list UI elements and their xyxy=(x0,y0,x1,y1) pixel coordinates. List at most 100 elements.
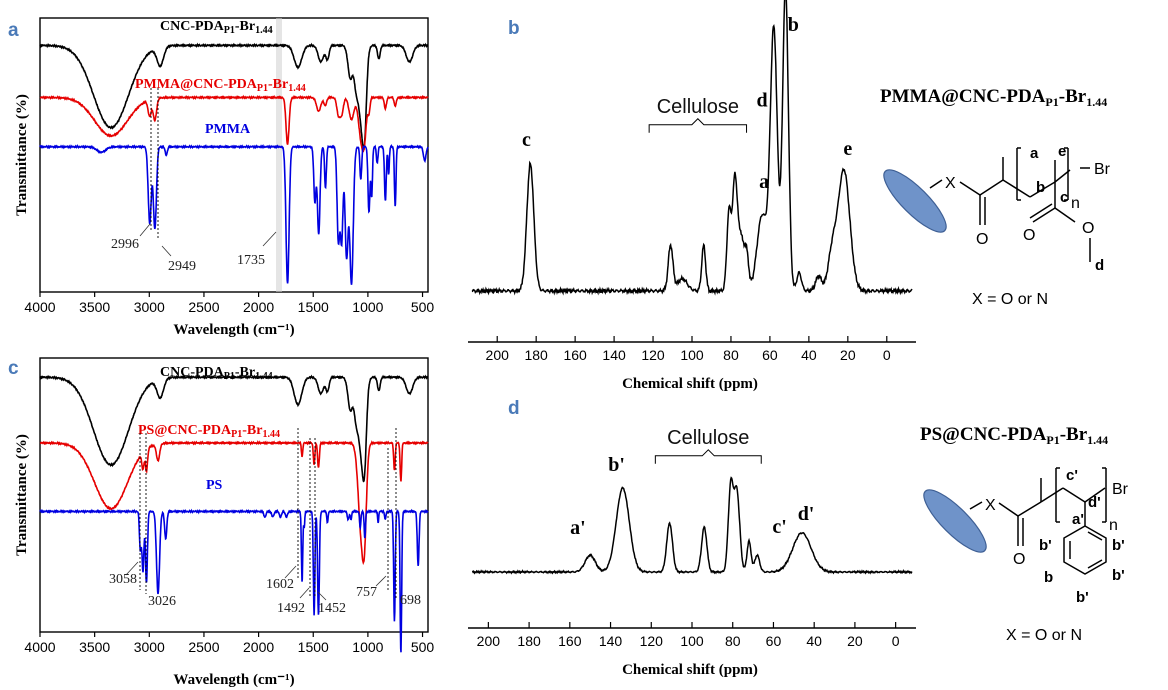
cellulose-bracket xyxy=(654,449,762,464)
nanocrystal-ellipse-icon xyxy=(883,169,947,233)
peak-label: a' xyxy=(570,517,586,539)
x-axis-label-d: Chemical shift (ppm) xyxy=(622,662,758,678)
x-tick-label: 160 xyxy=(563,347,587,363)
annotation-1452: 1452 xyxy=(318,601,346,616)
cellulose-bracket-b: Cellulose xyxy=(648,96,748,133)
series-label-pmma-a: PMMA xyxy=(205,122,251,137)
x-tick-label: 0 xyxy=(892,633,900,649)
series-label-pmma-cnc-a: PMMA@CNC-PDAP1-Br1.44 xyxy=(135,77,306,94)
series-group-d xyxy=(471,476,913,575)
x-tick-label: 40 xyxy=(801,347,817,363)
x-tick-label: 160 xyxy=(558,633,582,649)
peak-label: a xyxy=(759,171,769,193)
series-group-a xyxy=(39,42,429,285)
annotations-c: 3058 3026 1602 1492 1452 757 698 xyxy=(109,561,421,616)
peak-labels-b: c a d b e xyxy=(522,14,852,193)
pmma-atom-o3: O xyxy=(1082,220,1094,237)
x-tick-label: 2000 xyxy=(243,639,274,655)
x-tick-label: 80 xyxy=(725,633,741,649)
x-tick-label: 180 xyxy=(517,633,541,649)
x-tick-label: 2500 xyxy=(188,639,219,655)
ps-subscript-n: n xyxy=(1109,517,1118,534)
peak-label: b' xyxy=(608,454,625,476)
pmma-label-d: d xyxy=(1095,257,1104,274)
annotation-1602: 1602 xyxy=(266,577,294,592)
annotation-698: 698 xyxy=(400,593,421,608)
ps-atom-br: Br xyxy=(1112,481,1129,498)
panel-label-d: d xyxy=(508,398,520,419)
annotation-2949: 2949 xyxy=(168,259,196,274)
x-tick-label: 2500 xyxy=(188,299,219,315)
peak-labels-d: a' b' c' d' xyxy=(570,454,814,539)
peak-label: d' xyxy=(798,503,815,525)
x-axis-label-b: Chemical shift (ppm) xyxy=(622,376,758,392)
x-tick-label: 200 xyxy=(477,633,501,649)
x-tick-label: 1000 xyxy=(352,299,383,315)
peak-label: e xyxy=(843,138,852,160)
ps-structure-title: PS@CNC-PDAP1-Br1.44 xyxy=(920,424,1108,447)
ps-label-b1: b' xyxy=(1039,537,1052,554)
x-tick-label: 180 xyxy=(524,347,548,363)
x-tick-label: 20 xyxy=(840,347,856,363)
ps-label-b5: b' xyxy=(1076,589,1089,606)
annotation-1492: 1492 xyxy=(277,601,305,616)
x-tick-label: 4000 xyxy=(24,299,55,315)
x-tick-label: 100 xyxy=(680,347,704,363)
ps-label-b2: b' xyxy=(1112,537,1125,554)
peak-label: c xyxy=(522,129,531,151)
x-tick-label: 3000 xyxy=(134,299,165,315)
x-tick-label: 1500 xyxy=(298,639,329,655)
ftir-panel-c: c 4000 3500 3000 2500 2000 1500 1000 500 Wavele… xyxy=(8,357,434,688)
x-tick-label: 120 xyxy=(640,633,664,649)
pmma-structure-title: PMMA@CNC-PDAP1-Br1.44 xyxy=(880,86,1107,109)
series-line-2 xyxy=(39,508,429,653)
ps-label-a: a' xyxy=(1072,511,1084,528)
x-tick-label: 120 xyxy=(641,347,665,363)
peak-guides-a xyxy=(150,88,159,240)
pmma-label-e: e xyxy=(1058,143,1066,160)
pmma-label-b: b xyxy=(1036,179,1045,196)
cellulose-label: Cellulose xyxy=(667,427,749,449)
x-ticks-d: 200 180 160 140 120 100 80 60 40 20 0 xyxy=(477,622,900,649)
panel-label-a: a xyxy=(8,20,19,41)
pmma-atom-o2: O xyxy=(1023,227,1035,244)
ps-atom-x: X xyxy=(985,497,996,514)
ps-label-c: c' xyxy=(1066,467,1078,484)
series-group-b xyxy=(471,0,913,296)
pmma-label-a: a xyxy=(1030,145,1039,162)
pmma-atom-o1: O xyxy=(976,231,988,248)
annotation-2996: 2996 xyxy=(111,237,139,252)
peak-label: d xyxy=(757,90,768,112)
annotations-a: 2996 2949 1735 xyxy=(111,223,277,274)
annotation-3026: 3026 xyxy=(148,594,176,609)
x-tick-label: 2000 xyxy=(243,299,274,315)
pmma-atom-x: X xyxy=(945,175,956,192)
peak-guides-c xyxy=(139,428,397,600)
series-group-c xyxy=(39,374,429,653)
x-ticks-a: 4000 3500 3000 2500 2000 1500 1000 500 xyxy=(24,292,434,315)
x-tick-label: 500 xyxy=(411,299,435,315)
series-line-0 xyxy=(39,374,429,483)
pmma-structure: PMMA@CNC-PDAP1-Br1.44 X xyxy=(880,86,1111,308)
y-axis-label-a: Transmittance (%) xyxy=(14,94,30,216)
plot-frame-a xyxy=(39,17,429,293)
x-tick-label: 20 xyxy=(847,633,863,649)
x-axis-label-a: Wavelength (cm⁻¹) xyxy=(173,322,294,338)
ps-label-b4: b xyxy=(1044,569,1053,586)
x-tick-label: 4000 xyxy=(24,639,55,655)
series-line-2 xyxy=(39,143,429,285)
x-tick-label: 200 xyxy=(486,347,510,363)
nanocrystal-ellipse-icon xyxy=(923,489,987,553)
x-tick-label: 1000 xyxy=(352,639,383,655)
nmr-panel-d: d 200 180 160 140 120 100 80 60 40 20 0 a'b'c'd' C… xyxy=(468,398,916,678)
panel-label-c: c xyxy=(8,358,19,379)
pmma-subscript-n: n xyxy=(1071,195,1080,212)
annotation-757: 757 xyxy=(356,585,377,600)
x-tick-label: 100 xyxy=(680,633,704,649)
peak-label: c' xyxy=(772,516,786,538)
pmma-bonds xyxy=(929,147,1091,262)
cellulose-label: Cellulose xyxy=(657,96,739,118)
peak-label: b xyxy=(788,14,799,36)
series-label-ps-cnc-c: PS@CNC-PDAP1-Br1.44 xyxy=(138,423,280,440)
